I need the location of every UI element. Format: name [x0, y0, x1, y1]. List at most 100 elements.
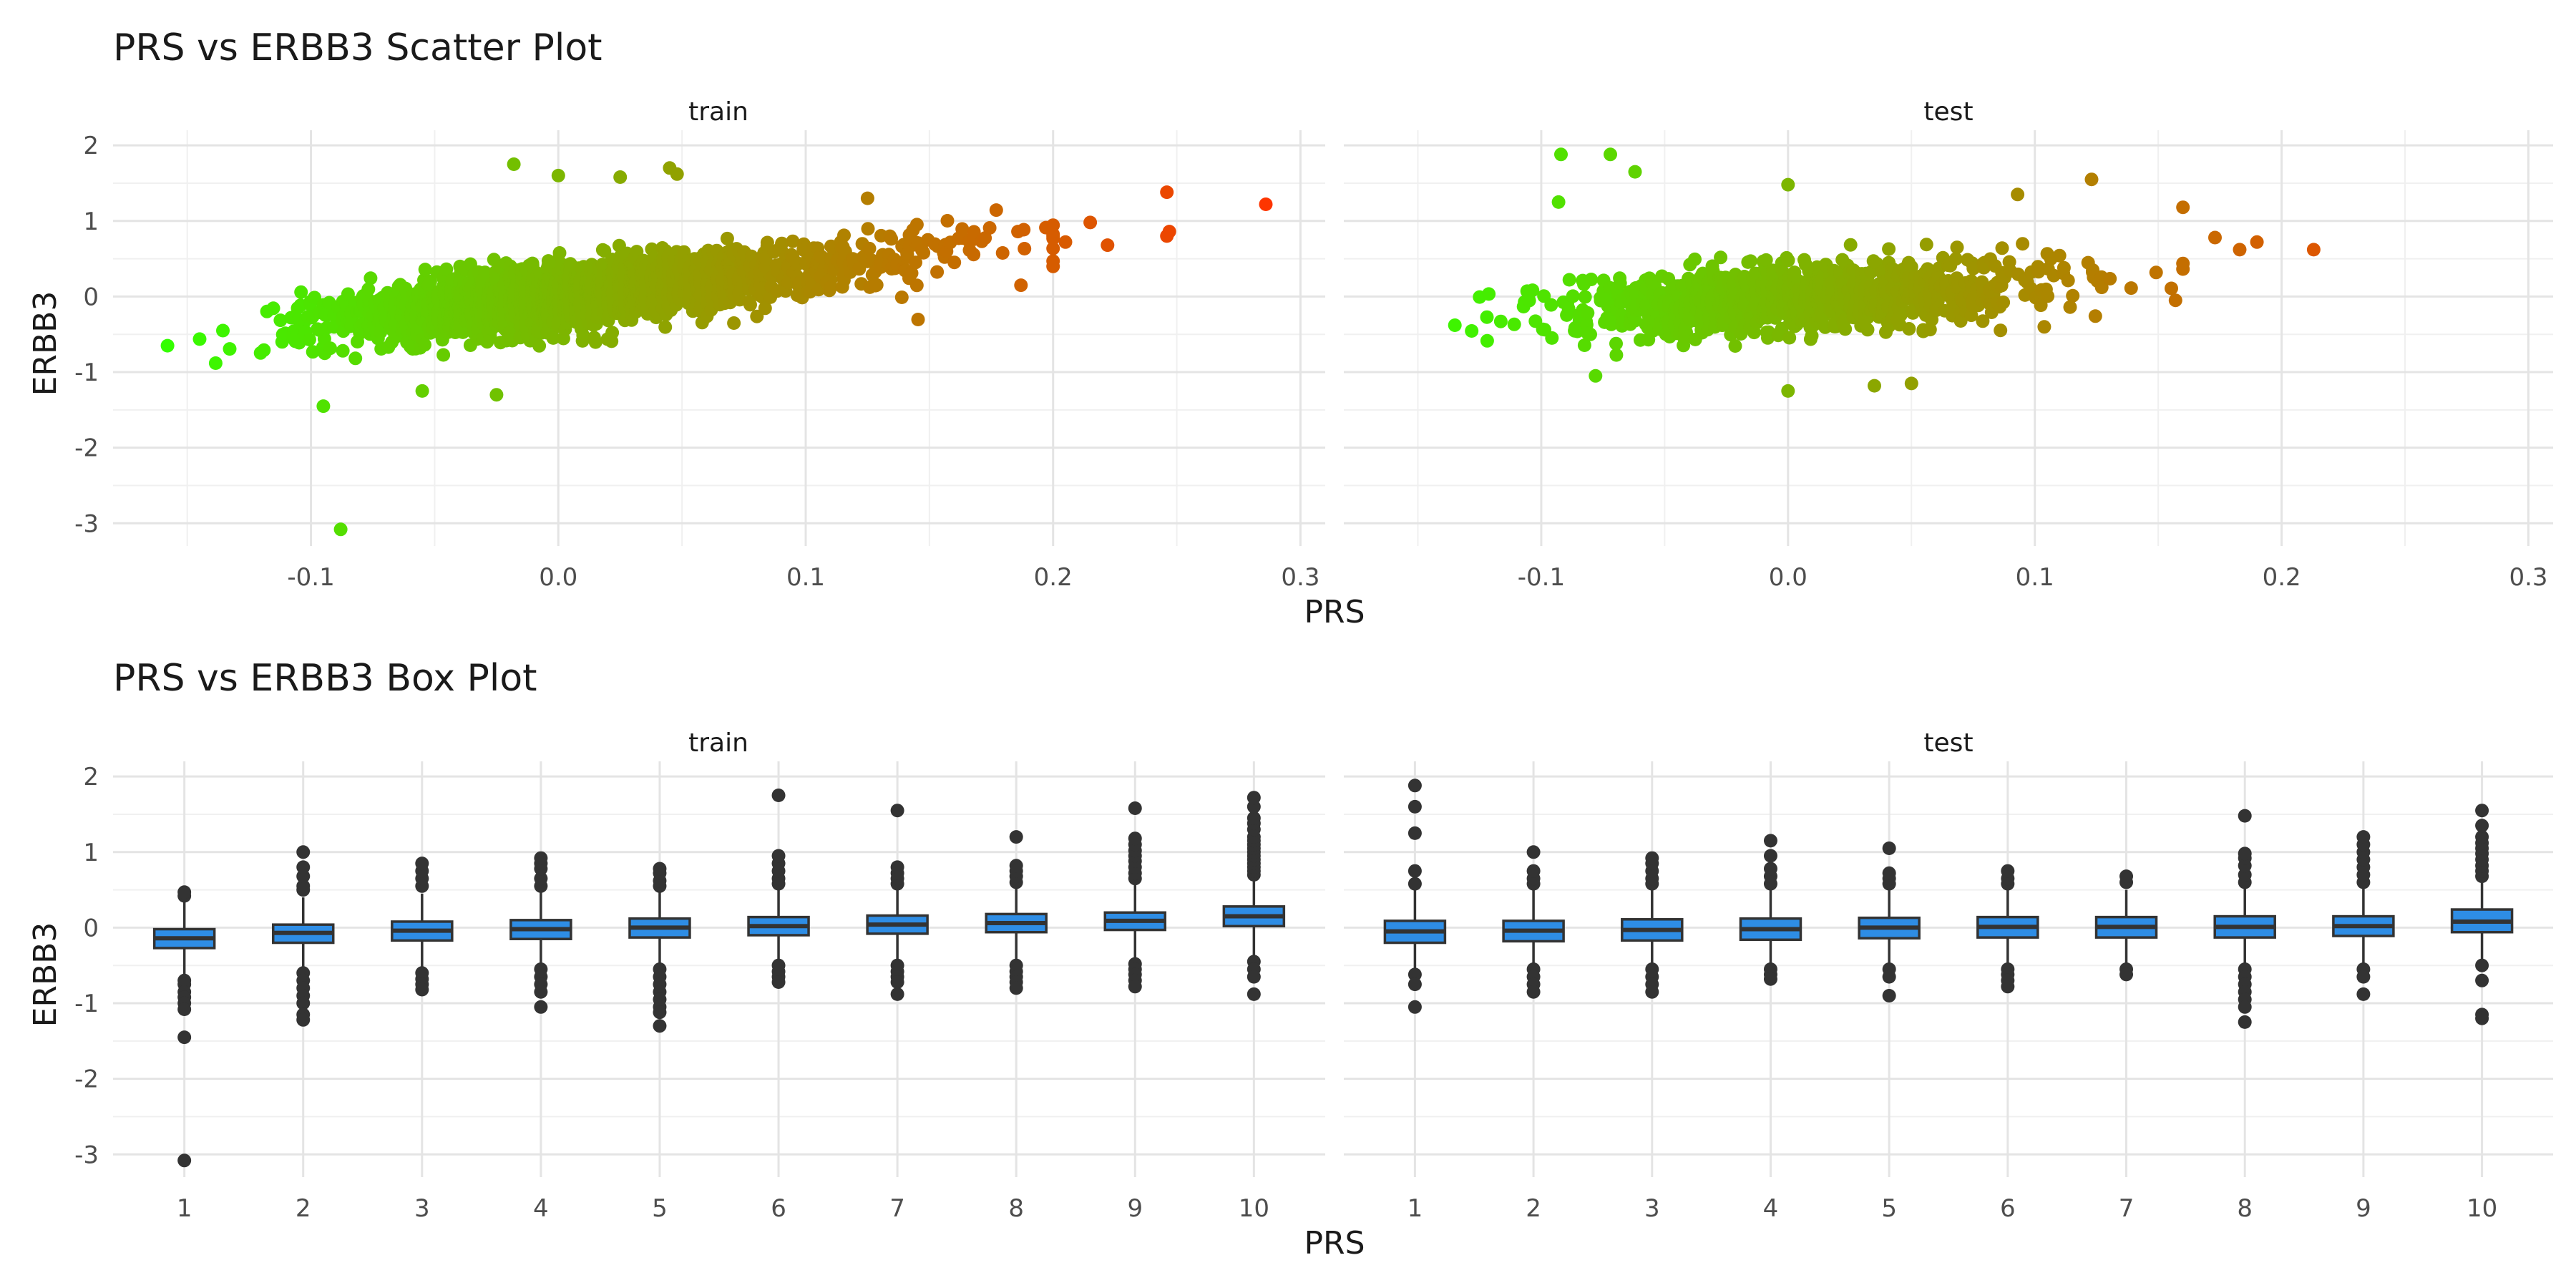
scatter-point — [2041, 289, 2055, 303]
box-x-tick-label: 3 — [414, 1194, 430, 1223]
scatter-y-tick-label: 1 — [83, 208, 99, 236]
box-outlier — [2119, 869, 2134, 884]
scatter-point — [613, 170, 628, 184]
scatter-point — [1046, 228, 1060, 241]
scatter-point — [1480, 333, 1494, 348]
scatter-point — [1904, 376, 1918, 391]
scatter-point — [2233, 243, 2247, 257]
box-outlier — [1882, 841, 1896, 855]
box-outlier — [653, 1019, 667, 1033]
box-train-decile-2 — [271, 845, 335, 1027]
box-outlier — [1407, 1000, 1422, 1014]
scatter-point — [273, 313, 288, 328]
box-outlier — [2001, 864, 2015, 878]
scatter-point — [1744, 254, 1757, 268]
box-outlier — [890, 804, 904, 818]
box-outlier — [1128, 980, 1142, 994]
box-y-ticks: -3 -2 -1 0 1 2 — [74, 763, 99, 1169]
box-train-decile-6 — [747, 789, 810, 989]
scatter-point — [1160, 185, 1174, 200]
scatter-point — [1465, 324, 1479, 338]
box-test-panel-bg — [1344, 761, 2553, 1177]
scatter-point — [1995, 241, 2009, 255]
scatter-point — [989, 203, 1003, 218]
box-outlier — [890, 975, 904, 989]
box-x-tick-label: 4 — [533, 1194, 549, 1223]
box-outlier — [1407, 864, 1422, 878]
scatter-point — [1781, 177, 1795, 192]
box-outlier — [1526, 985, 1541, 999]
scatter-point — [415, 384, 429, 398]
scatter-point — [1162, 225, 1176, 239]
scatter-x-tick-label: 0.1 — [786, 563, 825, 592]
box-x-tick-label: 5 — [1881, 1194, 1897, 1223]
box-outlier — [1882, 866, 1896, 880]
box-outlier — [177, 1030, 192, 1045]
box-outlier — [2001, 980, 2015, 994]
scatter-point — [361, 282, 376, 296]
scatter-point — [1101, 238, 1115, 253]
scatter-x-tick-label: 0.2 — [1034, 563, 1073, 592]
scatter-point — [1014, 278, 1028, 293]
scatter-x-tick-label: -0.1 — [1518, 563, 1565, 592]
scatter-panel-test: test — [1344, 97, 2553, 546]
scatter-point — [1018, 242, 1032, 255]
scatter-point — [909, 218, 924, 232]
box-x-tick-label: 8 — [2237, 1194, 2253, 1223]
box-outlier — [1763, 834, 1777, 848]
scatter-point — [2094, 280, 2109, 295]
box-test-decile-9 — [2332, 830, 2395, 1001]
scatter-test-panel-bg — [1344, 130, 2553, 546]
scatter-test-grid — [1344, 130, 2553, 546]
box-x-tick-label: 6 — [2000, 1194, 2016, 1223]
box-outlier — [1128, 831, 1142, 846]
scatter-point — [2306, 243, 2321, 257]
box-test-decile-1 — [1383, 779, 1447, 1014]
box-outlier — [2238, 1000, 2252, 1014]
scatter-point — [160, 338, 175, 353]
scatter-y-axis-label: ERBB3 — [27, 291, 64, 396]
box-train-grid — [113, 761, 1325, 1177]
box-x-tick-label: 10 — [2467, 1194, 2497, 1223]
scatter-point — [860, 191, 874, 205]
scatter-train-grid — [113, 130, 1325, 546]
box-outlier — [415, 857, 429, 871]
scatter-point — [1996, 296, 2011, 309]
scatter-y-tick-label: 2 — [83, 132, 99, 160]
scatter-point — [489, 388, 504, 402]
box-outlier — [1882, 970, 1896, 984]
scatter-point — [1604, 147, 1617, 162]
scatter-point — [1589, 369, 1603, 383]
box-outlier — [177, 1002, 192, 1016]
scatter-point — [216, 323, 230, 338]
scatter-point — [576, 328, 590, 343]
scatter-point — [1522, 293, 1536, 308]
scatter-point — [1759, 253, 1773, 267]
box-strip-test: test — [1923, 728, 1973, 758]
box-x-tick-label: 5 — [652, 1194, 668, 1223]
scatter-point — [418, 263, 432, 277]
scatter-x-tick-label: 0.3 — [2509, 563, 2547, 592]
scatter-y-tick-label: -1 — [74, 358, 99, 387]
box-outlier — [296, 996, 311, 1010]
box-train-decile-7 — [866, 804, 929, 1001]
scatter-point — [947, 255, 962, 270]
scatter-point — [1017, 223, 1031, 237]
scatter-point — [917, 245, 931, 260]
scatter-point — [894, 291, 909, 304]
box-outlier — [415, 982, 429, 997]
box-train-decile-1 — [152, 885, 216, 1168]
scatter-point — [551, 168, 565, 182]
scatter-point — [869, 278, 884, 292]
scatter-strip-train: train — [688, 97, 748, 127]
scatter-point — [2168, 293, 2182, 308]
scatter-point — [348, 351, 363, 366]
scatter-point — [1948, 252, 1963, 266]
box-outlier — [2475, 804, 2489, 818]
scatter-point — [1581, 306, 1595, 320]
scatter-point — [302, 333, 316, 346]
scatter-point — [1046, 259, 1060, 273]
scatter-point — [266, 301, 280, 316]
scatter-point — [1902, 322, 1916, 336]
